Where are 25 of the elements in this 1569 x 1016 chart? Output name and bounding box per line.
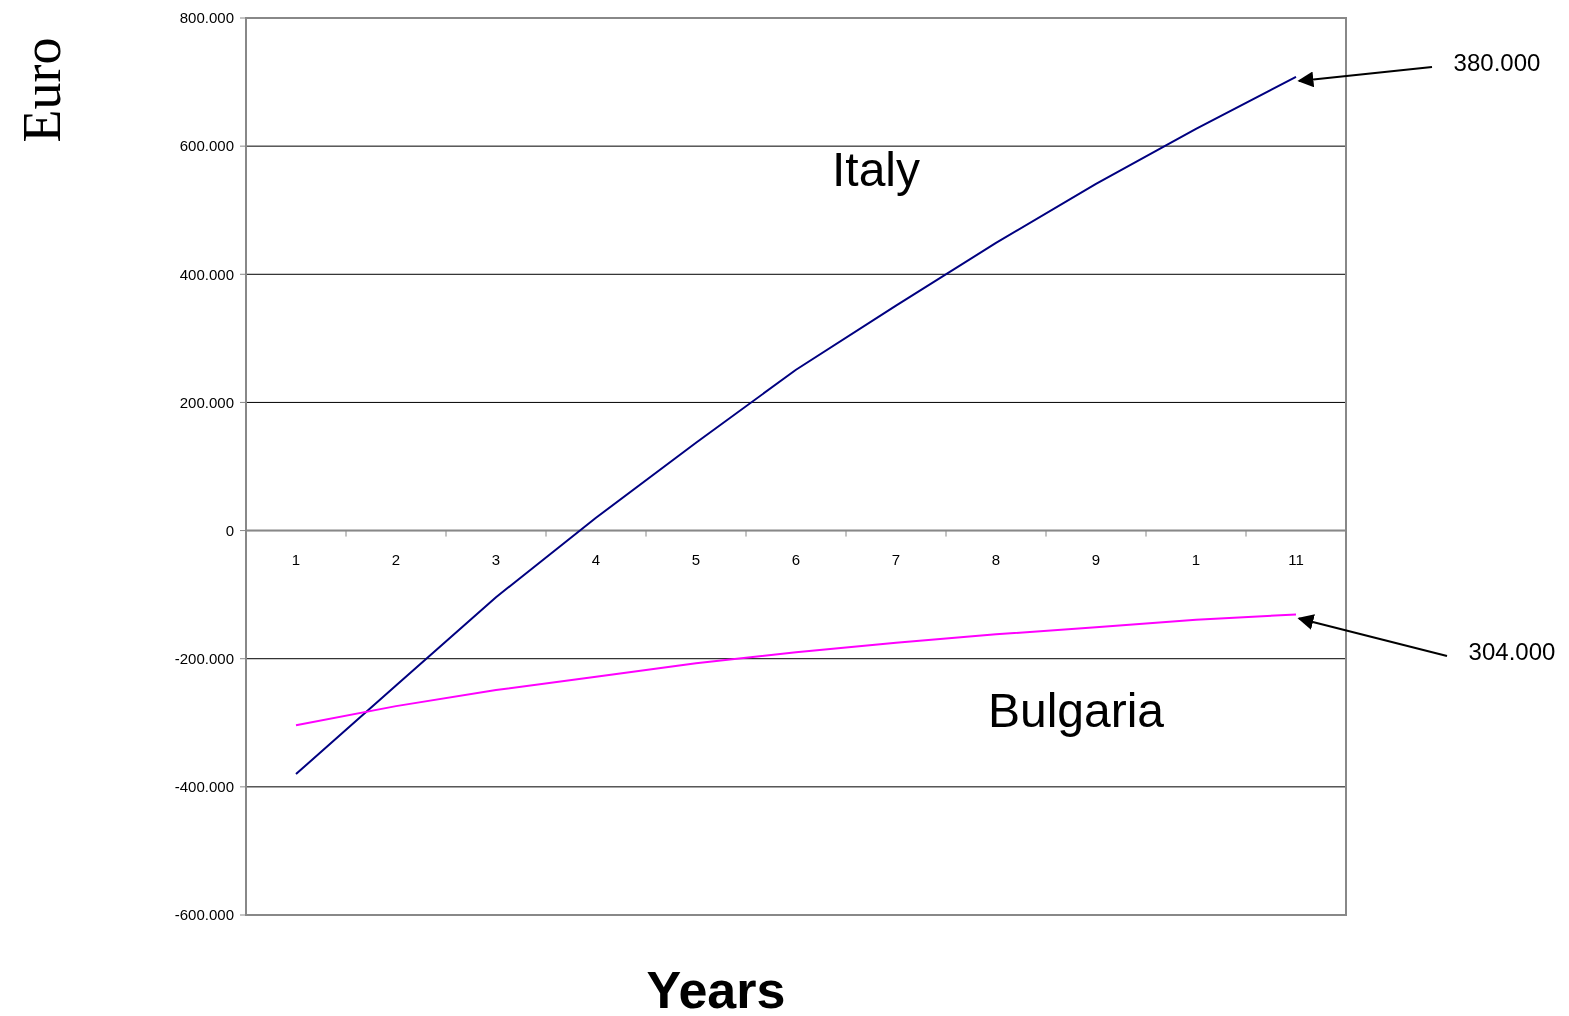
y-axis-title: Euro	[12, 37, 72, 143]
x-tick-label: 11	[1288, 550, 1304, 568]
x-tick-label: 8	[991, 550, 1001, 568]
x-axis-title: Years	[646, 961, 786, 1016]
y-tick-label: 800.000	[179, 9, 234, 27]
x-tick-label: 3	[491, 550, 501, 568]
x-tick-label: 5	[691, 550, 701, 568]
y-tick-label: 400.000	[179, 265, 234, 283]
x-tick-label: 1	[291, 550, 301, 568]
x-tick-label: 9	[1091, 550, 1101, 568]
y-tick-label: -400.000	[174, 778, 234, 796]
x-tick-label: 2	[391, 550, 401, 568]
x-tick-label: 1	[1191, 550, 1201, 568]
y-tick-label: 200.000	[179, 393, 234, 411]
y-tick-label: -200.000	[174, 649, 234, 667]
series-label: Italy	[831, 142, 921, 196]
y-tick-label: -600.000	[174, 906, 234, 924]
annotation: 380.000	[1453, 49, 1541, 77]
x-tick-label: 6	[791, 550, 801, 568]
annotation: 304.000	[1468, 638, 1556, 666]
x-tick-label: 4	[591, 550, 601, 568]
x-tick-label: 7	[891, 550, 901, 568]
y-tick-label: 600.000	[179, 137, 234, 155]
series-label: Bulgaria	[987, 684, 1165, 738]
y-tick-label: 0	[225, 521, 234, 539]
